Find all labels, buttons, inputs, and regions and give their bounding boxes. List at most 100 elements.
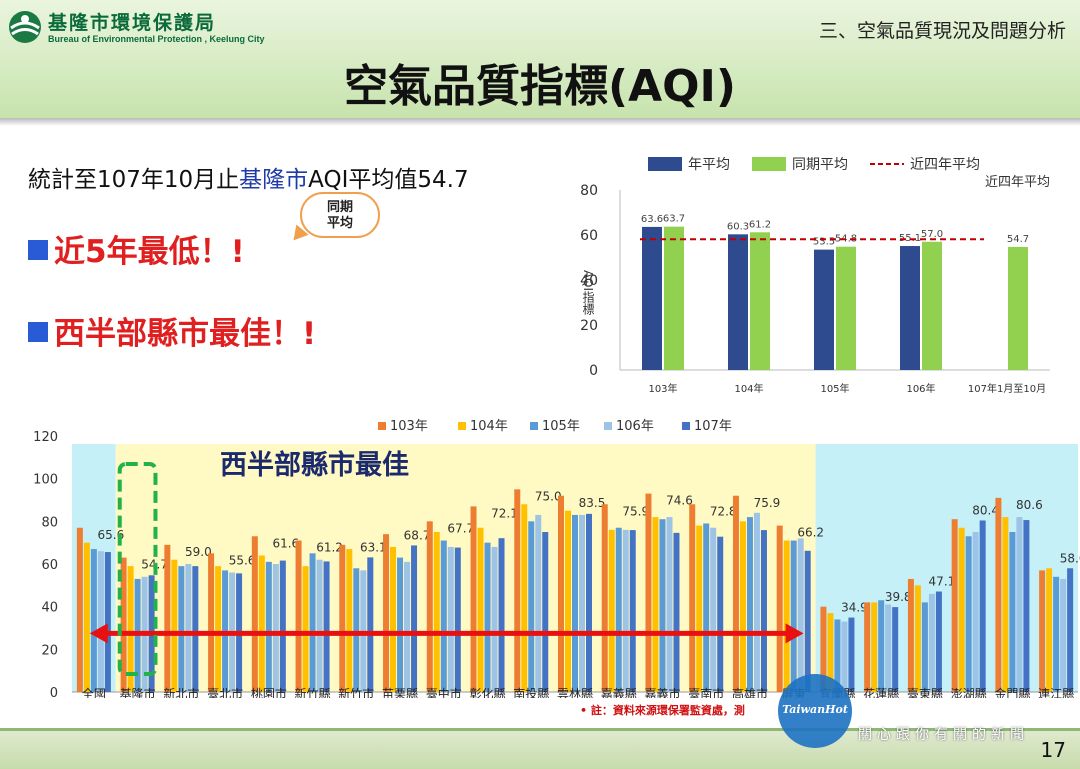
- y-tick-label: 100: [33, 473, 58, 488]
- bar-104年: [521, 504, 528, 692]
- data-label: 63.7: [663, 214, 685, 225]
- bar-103年: [951, 519, 958, 692]
- legend-swatch: [604, 422, 612, 430]
- bar-105年: [921, 602, 928, 692]
- bar-103年: [76, 527, 83, 692]
- y-tick-label: 0: [50, 686, 58, 698]
- data-label: 47.1: [929, 575, 956, 589]
- bar-104年: [127, 566, 134, 692]
- bar-107年: [411, 545, 418, 692]
- bar-同期平均: [922, 241, 942, 370]
- data-label: 68.7: [404, 528, 431, 542]
- data-label: 61.6: [272, 536, 299, 550]
- legend-swatch: [530, 422, 538, 430]
- bar-107年: [629, 530, 636, 692]
- bar-103年: [295, 540, 302, 692]
- bar-103年: [120, 557, 127, 692]
- bar-104年: [215, 566, 222, 692]
- bar-104年: [827, 613, 834, 692]
- x-tick-label: 107年1月至10月: [968, 382, 1046, 395]
- legend-label: 近四年平均: [910, 157, 980, 173]
- legend-label: 104年: [470, 419, 508, 434]
- summary-prefix: 統計至107年10月止: [28, 167, 240, 193]
- bar-105年: [834, 619, 841, 692]
- bullet-best-west: 西半部縣市最佳！!: [28, 308, 316, 353]
- legend-swatch: [458, 422, 466, 430]
- bar-103年: [208, 553, 215, 692]
- bar-104年: [739, 521, 746, 692]
- bar-104年: [914, 585, 921, 692]
- bar-104年: [171, 559, 178, 692]
- bar-104年: [958, 527, 965, 692]
- legend-label: 年平均: [688, 157, 730, 173]
- reference-line-label: 近四年平均: [985, 175, 1050, 190]
- data-label: 66.2: [797, 526, 824, 540]
- bar-105年: [965, 536, 972, 692]
- bar-103年: [732, 495, 739, 692]
- legend-swatch: [378, 422, 386, 430]
- bar-104年: [477, 527, 484, 692]
- arrow-head-right: [785, 623, 804, 644]
- bar-104年: [871, 602, 878, 692]
- bar-105年: [484, 542, 491, 692]
- bar-106年: [841, 621, 848, 692]
- bar-107年: [717, 536, 724, 692]
- data-label: 75.0: [535, 489, 562, 503]
- x-tick-label: 103年: [648, 382, 677, 395]
- bar-105年: [353, 568, 360, 692]
- x-tick-label: 新北市: [163, 686, 199, 698]
- x-tick-label: 南投縣: [513, 686, 549, 698]
- x-tick-label: 雲林縣: [557, 687, 593, 698]
- bar-103年: [776, 525, 783, 692]
- bar-104年: [433, 532, 440, 692]
- watermark-caption: 關心跟你有關的新聞: [858, 727, 1029, 743]
- data-label: 83.5: [579, 496, 606, 510]
- x-tick-label: 嘉義市: [644, 686, 680, 698]
- legend-label: 107年: [694, 419, 732, 434]
- bar-105年: [572, 514, 578, 692]
- data-label: 57.0: [921, 229, 943, 240]
- summary-suffix: AQI平均值54.7: [308, 167, 469, 193]
- x-tick-label: 臺東縣: [907, 686, 943, 698]
- bar-107年: [935, 591, 942, 692]
- bar-103年: [907, 578, 914, 692]
- bar-107年: [192, 566, 199, 692]
- bar-104年: [390, 546, 397, 692]
- bar-107年: [542, 532, 549, 692]
- bar-年平均: [900, 246, 920, 370]
- bar-106年: [185, 564, 192, 692]
- bar-106年: [1060, 578, 1067, 692]
- section-title: 三、空氣品質現況及問題分析: [818, 20, 1066, 42]
- data-label: 59.0: [185, 545, 212, 559]
- bar-104年: [652, 517, 659, 692]
- legend-label: 103年: [390, 419, 428, 434]
- x-tick-label: 桃園市: [251, 686, 287, 698]
- bar-106年: [316, 559, 323, 692]
- data-label: 63.1: [360, 540, 387, 554]
- x-tick-label: 嘉義縣: [601, 686, 637, 698]
- bar-105年: [440, 540, 447, 692]
- bar-103年: [645, 493, 652, 692]
- bar-年平均: [728, 234, 748, 370]
- bar-107年: [323, 561, 330, 692]
- data-label: 55.6: [229, 553, 256, 567]
- bar-103年: [514, 489, 521, 692]
- y-tick-label: 40: [41, 601, 58, 616]
- x-tick-label: 全國: [82, 686, 106, 698]
- bar-105年: [790, 540, 797, 692]
- x-tick-label: 臺南市: [688, 686, 724, 698]
- page-number: 17: [1040, 738, 1066, 762]
- bar-105年: [397, 557, 404, 692]
- data-label: 39.8: [885, 590, 912, 604]
- bar-107年: [104, 552, 111, 692]
- callout-line-2: 平均: [326, 216, 353, 231]
- same-period-callout: 同期 平均: [300, 192, 380, 238]
- page-title: 空氣品質指標(AQI): [343, 61, 737, 112]
- bullet-square-icon: [28, 240, 48, 260]
- bar-年平均: [642, 226, 662, 370]
- x-tick-label: 彰化縣: [470, 686, 506, 698]
- bar-107年: [1023, 520, 1030, 692]
- bar-103年: [558, 495, 564, 692]
- bar-106年: [972, 532, 979, 692]
- x-tick-label: 105年: [820, 382, 849, 395]
